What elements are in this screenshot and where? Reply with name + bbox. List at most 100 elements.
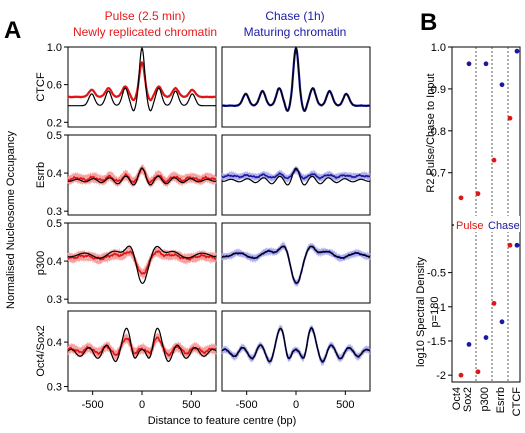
input-line (222, 167, 370, 186)
input-line (67, 327, 217, 363)
panel-a-xlabel: Distance to feature centre (bp) (148, 415, 297, 427)
chase-header-line2: Maturing chromatin (244, 25, 347, 39)
plot-p300-pulse: 0.3 0.4 0.5 p300 (35, 218, 217, 306)
y-tick-label: 1.0 (47, 42, 62, 54)
replicate-line (221, 242, 371, 286)
plot-esrrb-chase (221, 134, 371, 216)
row-label: Oct4/Sox2 (35, 325, 47, 376)
spectral-y-tick-label: -1 (436, 302, 446, 314)
row-label: Esrrb (35, 162, 47, 188)
row-label: CTCF (35, 72, 47, 102)
x-tick-label: 500 (336, 399, 354, 411)
chase-mean-line (221, 326, 371, 364)
y-tick-label: 0.2 (47, 117, 62, 129)
y-tick-label: 0.6 (47, 80, 62, 92)
spectral-pulse-point (507, 242, 513, 248)
spectral-chase-point (514, 242, 520, 248)
r2-pulse-point (458, 195, 464, 201)
chase-header-line1: Chase (1h) (265, 9, 324, 23)
plot-frame (67, 222, 217, 304)
y-tick-label: 0.5 (47, 218, 62, 230)
r2-chase-point (466, 61, 472, 67)
category-label: Sox2 (462, 387, 474, 412)
plot-p300-chase (221, 222, 371, 304)
replicate-line (67, 166, 217, 189)
replicate-line (221, 47, 371, 113)
spectral-y-tick-label: -1.5 (427, 336, 446, 348)
spectral-pulse-point (491, 300, 497, 306)
panel-b-letter: B (420, 9, 437, 36)
y-tick-label: 0.3 (47, 382, 62, 394)
input-line (222, 46, 370, 112)
chase-mean-line (221, 168, 371, 180)
input-line (68, 245, 217, 284)
r2-pulse-point (507, 115, 513, 121)
replicate-line (221, 243, 371, 286)
replicate-line (221, 242, 371, 286)
replicate-line (221, 242, 371, 287)
legend-box (454, 216, 520, 232)
plot-esrrb-pulse: 0.3 0.4 0.5 Esrrb (35, 130, 217, 218)
category-label: Oct4 (451, 387, 463, 410)
input-line (222, 245, 371, 284)
r2-y-tick-label: 0.7 (431, 168, 446, 180)
category-label: Esrrb (495, 387, 507, 413)
replicate-line (67, 60, 217, 101)
y-tick-label: 0.5 (47, 130, 62, 142)
panel-a-plots: 0.2 0.6 1.0 CTCF 0.3 0.4 0.5 Esrrb 0.3 0.4 0.5 p300… (35, 42, 371, 411)
r2-y-tick-label: 1.0 (431, 42, 446, 54)
replicate-line (221, 324, 371, 364)
plot-frame (221, 222, 371, 304)
category-label: CTCF (511, 387, 523, 417)
panel-a-letter: A (4, 17, 21, 44)
plot-frame (67, 46, 217, 128)
spectral-pulse-point (458, 372, 464, 378)
r2-pulse-point (475, 191, 481, 197)
replicate-line (221, 47, 371, 113)
spectral-y-tick-label: -0.5 (427, 268, 446, 280)
y-tick-label: 0.4 (47, 168, 62, 180)
input-line (68, 167, 216, 186)
r2-y-tick-label: 0.9 (431, 84, 446, 96)
replicate-line (222, 326, 371, 362)
replicate-line (221, 241, 371, 286)
y-tick-label: 0.4 (47, 256, 62, 268)
pulse-mean-line (68, 60, 216, 102)
legend-chase: Chase (488, 220, 520, 232)
replicate-line (221, 242, 371, 285)
panel-a-ylabel: Normalised Nucleosome Occupancy (5, 131, 17, 309)
y-tick-label: 0.4 (47, 337, 62, 349)
replicate-line (221, 240, 371, 287)
x-tick-label: 500 (182, 399, 200, 411)
spectral-chase-point (499, 319, 505, 325)
r2-pulse-point (491, 157, 497, 163)
legend-pulse: Pulse (456, 220, 484, 232)
r2-chase-point (514, 48, 520, 54)
panel-b-top-ylabel: R2 Pulse/Chase to Input (425, 73, 437, 192)
replicate-line (221, 243, 370, 288)
y-tick-label: 0.3 (47, 206, 62, 218)
panel-b-plots: 0.7 0.8 0.9 1.0 -2 -1.5 -1 -0.5 Pulse Chase Oct4 So… (427, 42, 523, 416)
y-tick-label: 0.3 (47, 294, 62, 306)
panel-b-frame (451, 46, 521, 383)
replicate-line (221, 243, 371, 285)
replicate-line (221, 324, 371, 366)
r2-y-tick-label: 0.8 (431, 126, 446, 138)
replicate-line (221, 46, 371, 112)
spectral-chase-point (483, 335, 489, 340)
x-tick-label: -500 (236, 399, 258, 411)
chase-mean-line (222, 45, 371, 113)
spectral-chase-point (466, 341, 472, 347)
replicate-line (221, 324, 371, 366)
pulse-mean-line (67, 336, 217, 357)
plot-frame (67, 134, 217, 216)
r2-chase-point (499, 82, 505, 88)
replicate-line (221, 243, 371, 285)
pulse-header-line2: Newly replicated chromatin (73, 25, 217, 39)
chase-mean-line (221, 245, 371, 284)
replicate-line (221, 167, 371, 182)
plot-frame (221, 46, 371, 128)
x-tick-label: -500 (82, 399, 104, 411)
replicate-line (221, 325, 370, 365)
